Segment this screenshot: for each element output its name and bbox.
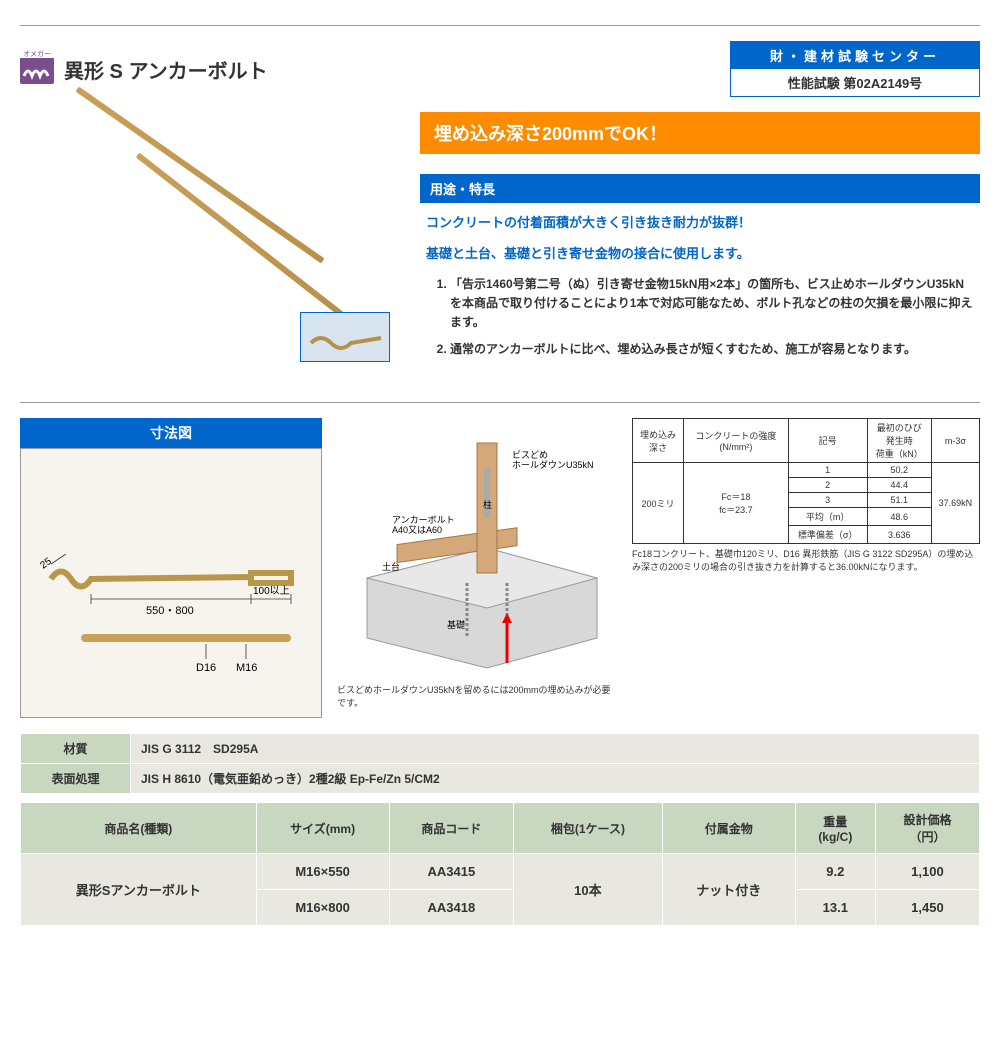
- feature-item: 通常のアンカーボルトに比べ、埋め込み長さが短くすむため、施工が容易となります。: [450, 340, 974, 359]
- dimension-header: 寸法図: [20, 418, 322, 448]
- intro-text-1: コンクリートの付着面積が大きく引き抜き耐力が抜群！: [426, 213, 974, 234]
- features-col: 埋め込み深さ200mmでOK！ 用途・特長 コンクリートの付着面積が大きく引き抜…: [420, 112, 980, 377]
- strength-table: 埋め込み 深さ コンクリートの強度 (N/mm²) 記号 最初のひび 発生時 荷…: [632, 418, 980, 544]
- svg-text:M16: M16: [236, 662, 257, 674]
- svg-text:550・800: 550・800: [146, 605, 194, 617]
- price-cell: 1,450: [875, 890, 979, 926]
- weight-cell: 13.1: [795, 890, 875, 926]
- svg-text:アンカーボルト: アンカーボルト: [392, 515, 455, 525]
- highlight-banner: 埋め込み深さ200mmでOK！: [420, 112, 980, 154]
- product-table: 商品名(種類) サイズ(mm) 商品コード 梱包(1ケース) 付属金物 重量 (…: [20, 802, 980, 926]
- th: 重量 (kg/C): [795, 803, 875, 854]
- code-cell: AA3415: [389, 854, 514, 890]
- th: 付属金物: [662, 803, 795, 854]
- material-value: JIS G 3112 SD295A: [131, 734, 980, 764]
- th: m-3σ: [931, 419, 979, 463]
- product-name-cell: 異形Sアンカーボルト: [21, 854, 257, 926]
- cert-label: 財・建材試験センター: [731, 42, 979, 69]
- td: 3.636: [867, 526, 931, 544]
- feature-list: 「告示1460号第二号（ぬ）引き寄せ金物15kN用×2本」の箇所も、ビス止めホー…: [426, 275, 974, 360]
- inset-photo: [300, 312, 390, 362]
- material-table: 材質 JIS G 3112 SD295A 表面処理 JIS H 8610（電気亜…: [20, 733, 980, 794]
- svg-text:D16: D16: [196, 662, 216, 674]
- installation-diagram: ビスどめ ホールダウンU35kN アンカーボルト A40又はA60 柱 土台 基…: [337, 418, 617, 708]
- table-caption: Fc18コンクリート、基礎巾120ミリ、D16 異形鉄筋（JIS G 3122 …: [632, 548, 980, 573]
- th: 埋め込み 深さ: [633, 419, 684, 463]
- code-cell: AA3418: [389, 890, 514, 926]
- accessory-cell: ナット付き: [662, 854, 795, 926]
- td: 1: [788, 463, 867, 478]
- mid-divider: [20, 402, 980, 403]
- td: 51.1: [867, 493, 931, 508]
- td: 48.6: [867, 508, 931, 526]
- packing-cell: 10本: [514, 854, 663, 926]
- td-depth: 200ミリ: [633, 463, 684, 544]
- install-caption: ビスどめホールダウンU35kNを留めるには200mmの埋め込みが必要です。: [337, 684, 617, 709]
- td: 50.2: [867, 463, 931, 478]
- svg-text:土台: 土台: [382, 561, 400, 572]
- feature-item: 「告示1460号第二号（ぬ）引き寄せ金物15kN用×2本」の箇所も、ビス止めホー…: [450, 275, 974, 333]
- dimension-box: 寸法図 25 550・800 100以上 D16: [20, 418, 322, 718]
- product-image-col: [20, 112, 400, 377]
- page-container: オメガー 異形 S アンカーボルト 財・建材試験センター 性能試験 第02A21…: [0, 0, 1000, 946]
- td-m3s: 37.69kN: [931, 463, 979, 544]
- surface-value: JIS H 8610（電気亜鉛めっき）2種2級 Ep-Fe/Zn 5/CM2: [131, 764, 980, 794]
- product-image: [20, 112, 400, 372]
- weight-cell: 9.2: [795, 854, 875, 890]
- omega-label: オメガー: [20, 51, 54, 58]
- svg-text:柱: 柱: [483, 499, 492, 510]
- material-label: 材質: [21, 734, 131, 764]
- th: 商品コード: [389, 803, 514, 854]
- td: 平均（m）: [788, 508, 867, 526]
- td: 2: [788, 478, 867, 493]
- th: 設計価格 （円）: [875, 803, 979, 854]
- intro-text-2: 基礎と土台、基礎と引き寄せ金物の接合に使用します。: [426, 244, 974, 265]
- td-strength: Fc＝18 fc＝23.7: [684, 463, 789, 544]
- size-cell: M16×550: [256, 854, 389, 890]
- size-cell: M16×800: [256, 890, 389, 926]
- svg-text:基礎: 基礎: [447, 619, 465, 630]
- cert-number: 性能試験 第02A2149号: [731, 69, 979, 96]
- surface-label: 表面処理: [21, 764, 131, 794]
- td: 3: [788, 493, 867, 508]
- certification-box: 財・建材試験センター 性能試験 第02A2149号: [730, 41, 980, 97]
- features-header: 用途・特長: [420, 174, 980, 203]
- header-row: オメガー 異形 S アンカーボルト 財・建材試験センター 性能試験 第02A21…: [20, 41, 980, 97]
- td: 44.4: [867, 478, 931, 493]
- th: サイズ(mm): [256, 803, 389, 854]
- svg-text:100以上: 100以上: [253, 585, 290, 597]
- th: 商品名(種類): [21, 803, 257, 854]
- dimension-diagram: 25 550・800 100以上 D16 M16: [20, 448, 322, 718]
- svg-text:A40又はA60: A40又はA60: [392, 525, 442, 535]
- th: 記号: [788, 419, 867, 463]
- diagram-row: 寸法図 25 550・800 100以上 D16: [20, 418, 980, 718]
- omega-icon: オメガー: [20, 54, 54, 84]
- th: 梱包(1ケース): [514, 803, 663, 854]
- features-body: コンクリートの付着面積が大きく引き抜き耐力が抜群！ 基礎と土台、基礎と引き寄せ金…: [420, 203, 980, 377]
- td: 標準偏差（σ）: [788, 526, 867, 544]
- svg-text:ホールダウンU35kN: ホールダウンU35kN: [512, 459, 594, 470]
- top-divider: [20, 25, 980, 26]
- price-cell: 1,100: [875, 854, 979, 890]
- th: 最初のひび 発生時 荷重（kN）: [867, 419, 931, 463]
- upper-content: 埋め込み深さ200mmでOK！ 用途・特長 コンクリートの付着面積が大きく引き抜…: [20, 112, 980, 377]
- svg-text:ビスどめ: ビスどめ: [512, 450, 548, 460]
- th: コンクリートの強度 (N/mm²): [684, 419, 789, 463]
- svg-text:25: 25: [38, 556, 54, 572]
- product-title: 異形 S アンカーボルト: [64, 55, 268, 84]
- data-table-wrap: 埋め込み 深さ コンクリートの強度 (N/mm²) 記号 最初のひび 発生時 荷…: [632, 418, 980, 573]
